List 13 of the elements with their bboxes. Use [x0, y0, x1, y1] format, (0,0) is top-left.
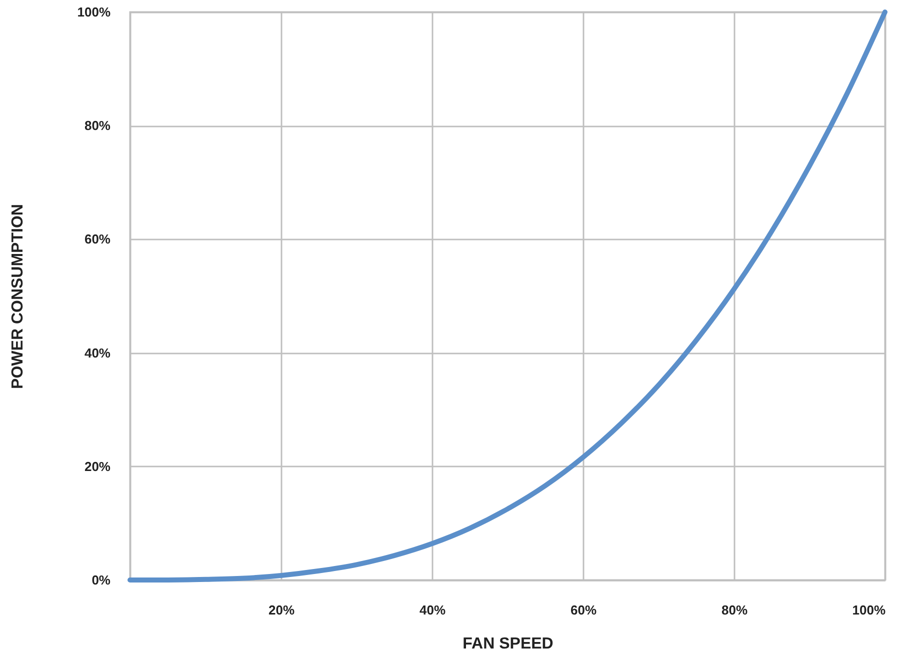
y-tick-label: 20% [84, 458, 111, 474]
x-tick-label: 40% [419, 602, 446, 618]
x-tick-label: 100% [852, 602, 886, 618]
x-tick-label: 20% [268, 602, 295, 618]
y-tick-label: 80% [84, 118, 111, 134]
y-tick-label: 60% [84, 232, 111, 247]
x-tick-label: 60% [570, 602, 597, 618]
x-tick-label: 80% [721, 602, 748, 618]
y-axis-title: POWER CONSUMPTION [9, 204, 26, 389]
y-tick-label: 100% [77, 4, 111, 20]
x-axis-title: FAN SPEED [462, 636, 554, 652]
y-tick-label: 0% [92, 572, 111, 588]
y-tick-label: 40% [84, 345, 111, 360]
